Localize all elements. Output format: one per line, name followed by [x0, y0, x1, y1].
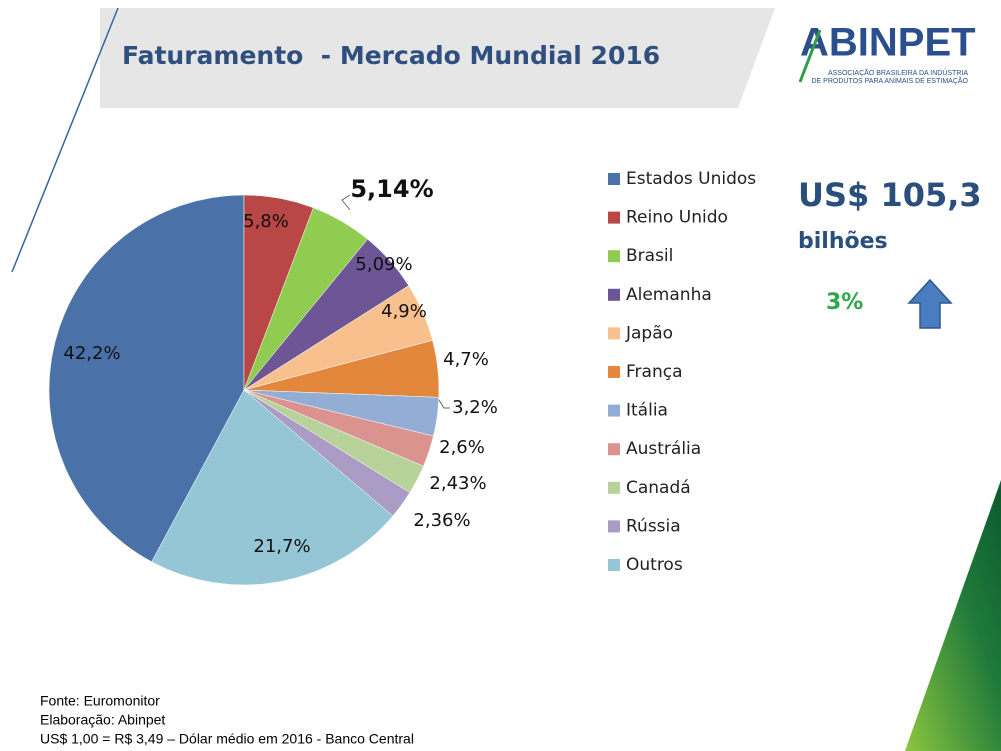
legend-swatch: [608, 520, 620, 533]
leader-line: [341, 194, 351, 211]
legend-swatch: [608, 211, 620, 224]
legend-swatch: [608, 327, 620, 340]
legend-label: Austrália: [626, 439, 701, 459]
legend-swatch: [608, 288, 620, 301]
data-label: 3,2%: [452, 397, 498, 418]
legend-label: França: [626, 362, 683, 382]
legend-label: Itália: [626, 401, 668, 421]
legend-swatch: [608, 250, 620, 263]
pie-slice: [48, 194, 245, 563]
data-label: 2,6%: [439, 437, 485, 458]
legend-label: Japão: [625, 323, 673, 343]
footer-line: Elaboração: Abinpet: [40, 712, 165, 728]
growth: 3%: [826, 290, 863, 315]
accent-line: [11, 7, 119, 273]
title-banner: [100, 8, 775, 108]
leader-line: [436, 396, 450, 409]
footer-line: US$ 1,00 = R$ 3,49 – Dólar médio em 2016…: [40, 731, 414, 747]
legend-label: Alemanha: [626, 285, 712, 305]
legend-swatch: [608, 173, 620, 185]
data-label: 2,36%: [413, 510, 470, 531]
data-label: 5,09%: [355, 254, 412, 275]
legend-swatch: [608, 443, 620, 456]
data-label: 4,7%: [443, 349, 489, 370]
logo-name: ABINPET: [800, 21, 976, 65]
legend-swatch: [608, 559, 620, 571]
data-label: 5,14%: [350, 175, 433, 203]
footer-line: Fonte: Euromonitor: [40, 693, 160, 709]
data-label: 5,8%: [243, 211, 289, 232]
data-label: 4,9%: [381, 301, 427, 322]
legend-label: Estados Unidos: [626, 169, 756, 189]
data-label: 2,43%: [429, 473, 486, 494]
pie-slice: [151, 389, 394, 586]
logo-swoosh: [798, 29, 822, 83]
logo-line: DE PRODUTOS PARA ANIMAIS DE ESTIMAÇÃO: [812, 76, 969, 85]
legend-label: Reino Unido: [626, 208, 728, 228]
legend-label: Rússia: [626, 516, 681, 536]
legend-swatch: [608, 481, 620, 494]
legend-label: Brasil: [626, 246, 673, 266]
corner-accent: [905, 480, 1001, 751]
total-value: US$ 105,3: [798, 176, 982, 214]
logo-line: ASSOCIAÇÃO BRASILEIRA DA INDÚSTRIA: [828, 68, 968, 77]
slide-title: Faturamento - Mercado Mundial 2016: [122, 41, 660, 70]
legend-swatch: [608, 404, 620, 417]
data-label: 21,7%: [253, 536, 310, 557]
data-label: 42,2%: [63, 343, 120, 364]
legend-label: Outros: [626, 555, 683, 575]
total-unit: bilhões: [798, 229, 888, 254]
legend-label: Canadá: [626, 478, 691, 498]
up-arrow: [907, 278, 953, 329]
legend-swatch: [608, 366, 620, 378]
